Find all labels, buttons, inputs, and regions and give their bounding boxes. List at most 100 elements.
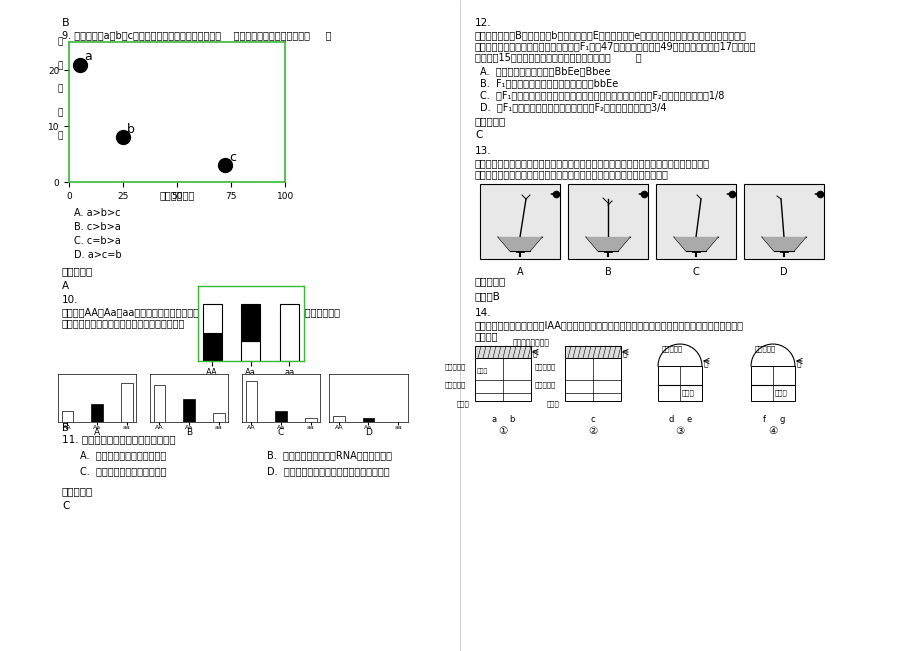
Bar [474,346,530,358]
Text: g: g [778,415,784,424]
Text: 云母片: 云母片 [681,389,694,396]
Text: c: c [590,415,595,424]
Text: 大翅脉，15只为黑身小翅脉。以下说法错误的是（        ）: 大翅脉，15只为黑身小翅脉。以下说法错误的是（ ） [474,52,641,62]
Text: 胚芽鞘尖端: 胚芽鞘尖端 [754,345,776,352]
Text: 形态学下端: 形态学下端 [445,381,466,387]
Text: 之后，下一代中三种基因型频率的结果最可能是: 之后，下一代中三种基因型频率的结果最可能是 [62,318,185,328]
Text: 控制果蝇灰身（B）与黑身（b）、大翅脉（E）与小翅脉（e）的两对基因位于两对常染色体上。灰身: 控制果蝇灰身（B）与黑身（b）、大翅脉（E）与小翅脉（e）的两对基因位于两对常染… [474,30,746,40]
Bar [564,358,620,401]
Text: 着下面的旋转器水平匀速旋转，但暗箱不转，一周后，幼苗的生长状况应为: 着下面的旋转器水平匀速旋转，但暗箱不转，一周后，幼苗的生长状况应为 [474,169,668,179]
Text: A.  两亲本的基因型分别是BbEe和Bbee: A. 两亲本的基因型分别是BbEe和Bbee [480,66,610,76]
Text: A.  每个基因都控制合成一种酶: A. 每个基因都控制合成一种酶 [80,450,166,460]
Text: C.  将F₁代中雄性灰身大翅脉果蝇与雄性黑身小翅脉相互交配，F₂中的黑身小翅脉占1/8: C. 将F₁代中雄性灰身大翅脉果蝇与雄性黑身小翅脉相互交配，F₂中的黑身小翅脉占… [480,90,723,100]
Polygon shape [761,237,805,251]
Bar [279,304,299,361]
Text: 叶: 叶 [57,61,62,70]
Text: 10.: 10. [62,295,78,305]
Text: 云母片: 云母片 [547,400,559,407]
Point [636,189,651,199]
Bar [241,304,260,341]
Text: 大翅脉的雌蝇与灰身小翅脉的雄蝇杂交，F₁代中47只为灰身大翅脉，49只为灰身小翅脉，17只为黑身: 大翅脉的雌蝇与灰身小翅脉的雄蝇杂交，F₁代中47只为灰身大翅脉，49只为灰身小翅… [474,41,755,51]
Text: 云母片: 云母片 [774,389,787,396]
Text: 参考答案：: 参考答案： [62,486,93,496]
Text: B: B [604,267,611,277]
Text: 12.: 12. [474,18,491,28]
Text: B: B [186,428,192,437]
Text: 胚芽鞘: 胚芽鞘 [476,368,488,374]
Polygon shape [585,237,630,251]
Text: C.  基因的转录、翻译都需要酶: C. 基因的转录、翻译都需要酶 [80,466,166,476]
Text: ①: ① [498,426,507,436]
Text: 正确的是: 正确的是 [474,331,498,341]
Bar [657,366,701,401]
Text: D. a>c=b: D. a>c=b [74,250,121,260]
Text: 光: 光 [532,349,537,358]
Bar [212,413,224,422]
Text: 落: 落 [57,38,62,47]
Text: C: C [692,267,698,277]
Text: C: C [474,130,482,140]
Text: 云母片: 云母片 [457,400,470,407]
Text: 形态学上端: 形态学上端 [535,381,556,387]
Text: 参考答案：: 参考答案： [62,266,93,276]
Text: d: d [667,415,673,424]
Text: C. c=b>a: C. c=b>a [74,236,120,246]
Text: 在方形暗箱的右侧开一小窗，暗箱外的右侧有一固定光源，在暗箱内放一盆幼苗，花盆能随: 在方形暗箱的右侧开一小窗，暗箱外的右侧有一固定光源，在暗箱内放一盆幼苗，花盆能随 [474,158,709,168]
Bar [304,418,316,422]
Text: 13.: 13. [474,146,491,156]
Text: D.  同一生物体不同细胞的基因和酶是相同的: D. 同一生物体不同细胞的基因和酶是相同的 [267,466,390,476]
Text: 某种群中AA、Aa、aa的基因型频率如右图，其中阴影部分表示繁殖成功率低的个体。则该种群经选择: 某种群中AA、Aa、aa的基因型频率如右图，其中阴影部分表示繁殖成功率低的个体。… [62,307,341,317]
Text: A: A [516,267,523,277]
Point [217,160,232,171]
Bar [62,411,74,422]
Text: c: c [229,151,236,164]
Text: 土壤有机物量: 土壤有机物量 [159,191,195,201]
Bar [750,366,794,401]
Text: B.  酶的遗传信息在信使RNA的碱基序列中: B. 酶的遗传信息在信使RNA的碱基序列中 [267,450,391,460]
Text: ④: ④ [767,426,777,436]
Polygon shape [674,237,717,251]
Bar [241,341,260,361]
Text: 参考答案：: 参考答案： [474,276,505,286]
Bar [655,184,735,259]
Text: b: b [509,415,514,424]
Text: ③: ③ [675,426,684,436]
Bar [91,404,103,422]
Text: 含生长素的琼脂块: 含生长素的琼脂块 [513,338,550,347]
Bar [202,333,221,361]
Text: a: a [491,415,496,424]
Text: 留: 留 [57,108,62,117]
Text: f: f [762,415,765,424]
Bar [480,184,560,259]
Bar [567,184,647,259]
Text: D: D [365,428,371,437]
Bar [183,399,195,422]
Text: 9. 如图所示，a、b、c三地区森林土壤有机物分解状况，    则分解者的作用强弱依次是（     ）: 9. 如图所示，a、b、c三地区森林土壤有机物分解状况， 则分解者的作用强弱依次… [62,30,331,40]
Point [548,189,562,199]
Text: b: b [127,123,135,136]
Text: B. c>b>a: B. c>b>a [74,222,120,232]
Text: D.  将F₁代中黑身大翅脉果蝇相互交配，F₂中的黑身大翅脉占3/4: D. 将F₁代中黑身大翅脉果蝇相互交配，F₂中的黑身大翅脉占3/4 [480,102,665,112]
Text: D: D [779,267,787,277]
Text: A: A [94,428,100,437]
Text: 量: 量 [57,132,62,141]
Text: 光: 光 [622,349,627,358]
Text: 假设下图中两个含生长素（IAA）的琼脂块和两个胚芽鞘尖端所产生的生长素含量相同，则下列分析不: 假设下图中两个含生长素（IAA）的琼脂块和两个胚芽鞘尖端所产生的生长素含量相同，… [474,320,743,330]
Text: B.  F₁代中的黑身大翅脉个体的基因型为bbEe: B. F₁代中的黑身大翅脉个体的基因型为bbEe [480,78,618,88]
Point [724,189,739,199]
Point [811,189,826,199]
Text: A. a>b>c: A. a>b>c [74,208,120,218]
Text: 11. 有关基因与酶关系的叙述正确的是: 11. 有关基因与酶关系的叙述正确的是 [62,434,176,444]
Text: 参考答案：: 参考答案： [62,408,93,418]
Text: C: C [62,501,69,511]
Bar [474,358,530,401]
Text: 答案：B: 答案：B [474,291,500,301]
Bar [362,418,374,422]
Point [116,132,130,143]
Text: 形态学下端: 形态学下端 [535,363,556,370]
Bar [275,411,287,422]
Text: 形态学上端: 形态学上端 [445,363,466,370]
Text: a: a [84,50,92,63]
Bar [202,304,221,333]
Text: A: A [62,281,69,291]
